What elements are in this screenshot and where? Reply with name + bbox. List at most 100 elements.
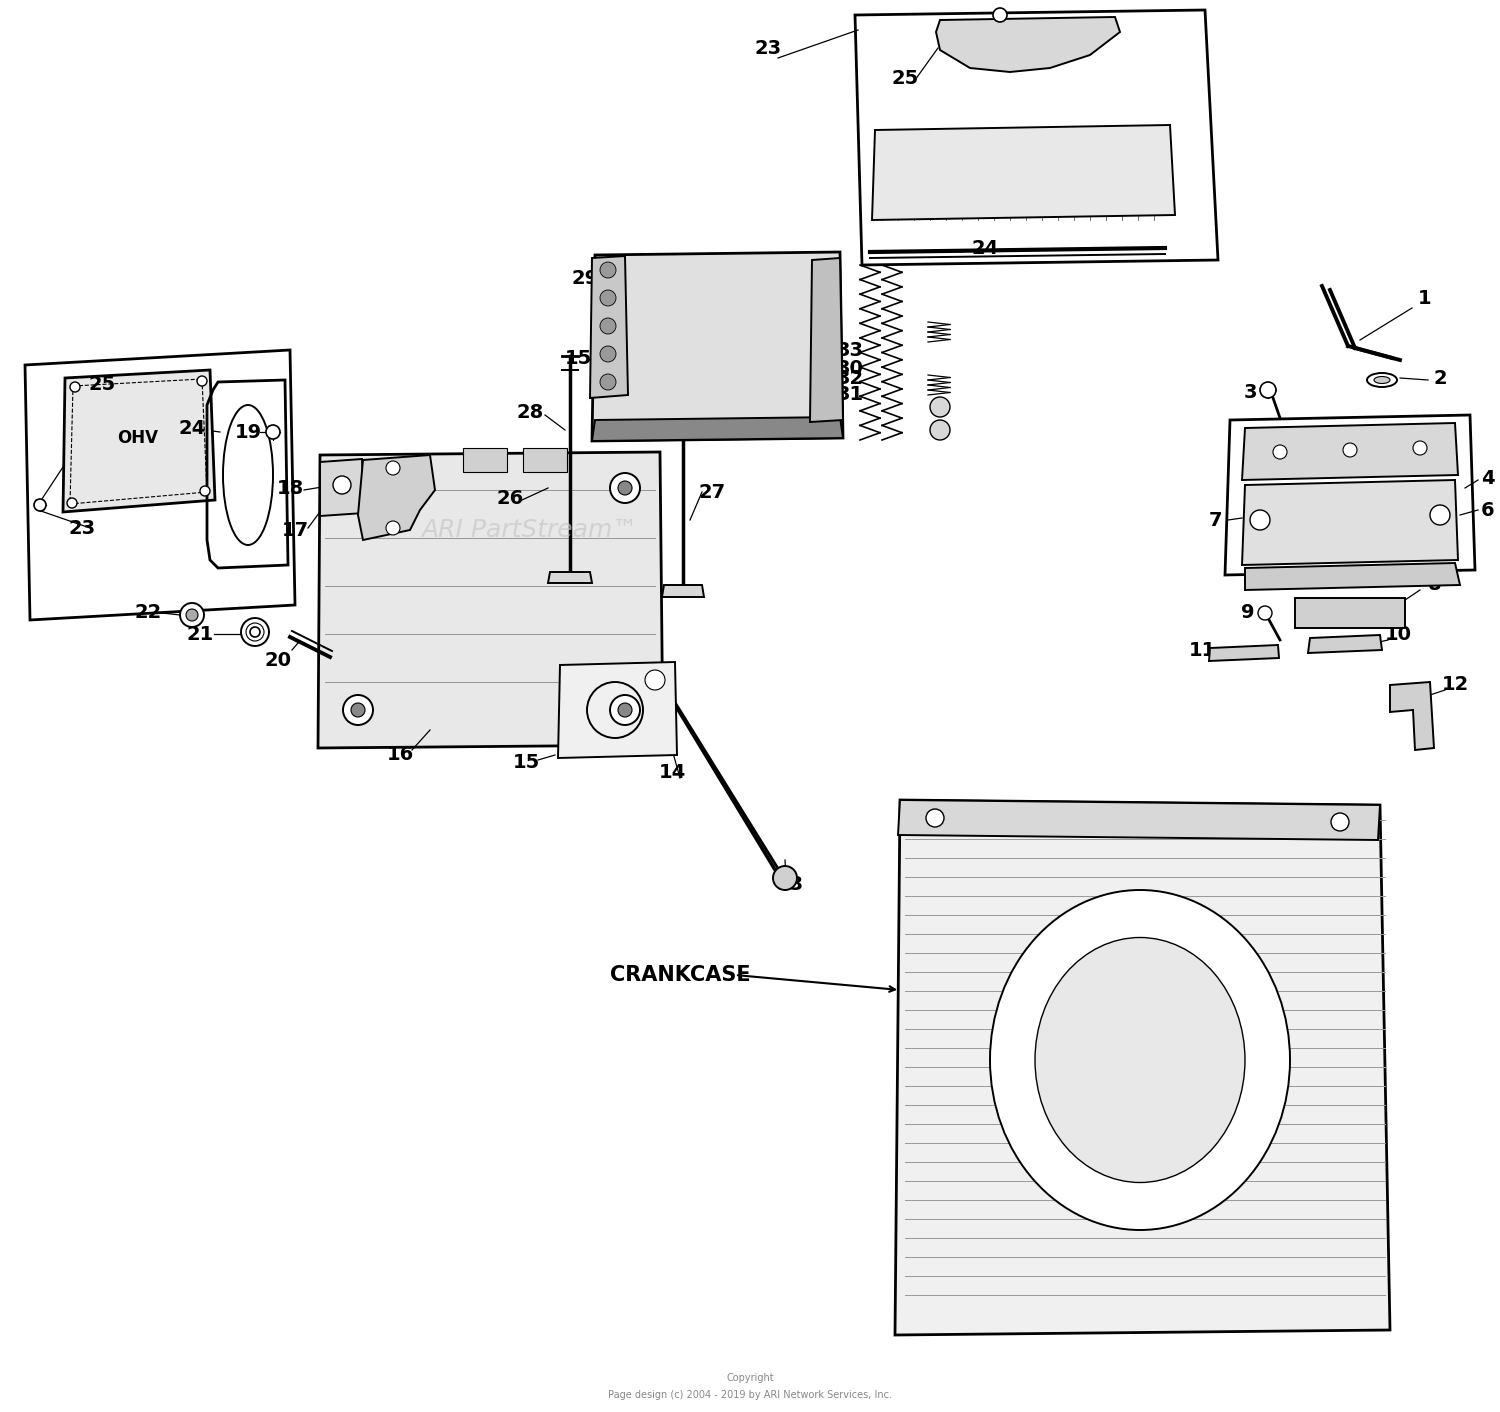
Text: 20: 20 bbox=[264, 651, 291, 669]
Circle shape bbox=[600, 263, 616, 278]
Circle shape bbox=[1260, 383, 1276, 398]
Text: 13: 13 bbox=[777, 875, 804, 894]
Text: 7: 7 bbox=[1209, 511, 1221, 530]
Text: 17: 17 bbox=[282, 521, 309, 539]
Circle shape bbox=[600, 318, 616, 335]
Text: 19: 19 bbox=[234, 422, 261, 442]
Text: 31: 31 bbox=[837, 385, 864, 404]
Bar bbox=[1294, 599, 1406, 628]
Ellipse shape bbox=[1366, 373, 1396, 387]
Text: 10: 10 bbox=[1384, 626, 1411, 644]
Circle shape bbox=[1330, 813, 1348, 832]
Text: 1: 1 bbox=[1418, 288, 1432, 308]
Circle shape bbox=[1258, 606, 1272, 620]
Polygon shape bbox=[871, 126, 1174, 220]
Text: 24: 24 bbox=[178, 418, 206, 438]
Text: 21: 21 bbox=[186, 626, 213, 644]
Bar bbox=[464, 448, 507, 472]
Text: 6: 6 bbox=[1480, 500, 1496, 520]
Circle shape bbox=[610, 473, 640, 503]
Polygon shape bbox=[896, 801, 1390, 1334]
Circle shape bbox=[200, 486, 210, 496]
Circle shape bbox=[266, 425, 280, 439]
Circle shape bbox=[930, 419, 950, 441]
Ellipse shape bbox=[1374, 377, 1390, 384]
Polygon shape bbox=[592, 251, 843, 441]
Text: 4: 4 bbox=[1480, 469, 1496, 487]
Circle shape bbox=[68, 498, 76, 508]
Circle shape bbox=[344, 474, 374, 505]
Circle shape bbox=[600, 289, 616, 306]
Text: 25: 25 bbox=[891, 69, 918, 88]
Text: 28: 28 bbox=[516, 402, 543, 422]
Text: 22: 22 bbox=[135, 603, 162, 623]
Text: 5: 5 bbox=[1372, 422, 1388, 442]
Circle shape bbox=[1430, 505, 1450, 525]
Polygon shape bbox=[558, 662, 676, 758]
Text: 23: 23 bbox=[754, 38, 782, 58]
Polygon shape bbox=[1242, 424, 1458, 480]
Circle shape bbox=[1342, 443, 1358, 457]
Text: Copyright: Copyright bbox=[726, 1372, 774, 1382]
Polygon shape bbox=[662, 585, 704, 597]
Text: 15: 15 bbox=[513, 754, 540, 772]
Circle shape bbox=[186, 609, 198, 621]
Circle shape bbox=[351, 483, 364, 497]
Circle shape bbox=[618, 703, 632, 717]
Polygon shape bbox=[936, 17, 1120, 72]
Polygon shape bbox=[318, 452, 663, 748]
Text: 27: 27 bbox=[699, 483, 726, 501]
Polygon shape bbox=[1245, 563, 1460, 590]
Text: 23: 23 bbox=[69, 518, 96, 538]
Text: CRANKCASE: CRANKCASE bbox=[609, 964, 750, 986]
Text: 29: 29 bbox=[572, 268, 598, 288]
Circle shape bbox=[386, 521, 400, 535]
Text: 9: 9 bbox=[1242, 603, 1254, 621]
Text: 3: 3 bbox=[1244, 383, 1257, 401]
Circle shape bbox=[351, 703, 364, 717]
Circle shape bbox=[618, 481, 632, 496]
Polygon shape bbox=[590, 256, 628, 398]
Text: ARI PartStream™: ARI PartStream™ bbox=[422, 518, 638, 542]
Circle shape bbox=[772, 866, 796, 890]
Text: 2: 2 bbox=[1432, 369, 1448, 387]
Polygon shape bbox=[1308, 635, 1382, 652]
Circle shape bbox=[1413, 441, 1426, 455]
Polygon shape bbox=[1390, 682, 1434, 750]
Circle shape bbox=[926, 809, 944, 827]
Circle shape bbox=[70, 383, 80, 393]
Text: 8: 8 bbox=[1428, 576, 1442, 594]
Circle shape bbox=[600, 346, 616, 361]
Text: 15: 15 bbox=[564, 349, 591, 367]
Circle shape bbox=[1250, 510, 1270, 530]
Text: 34: 34 bbox=[812, 305, 838, 325]
Text: 16: 16 bbox=[387, 746, 414, 764]
Text: 26: 26 bbox=[496, 489, 523, 507]
Text: 18: 18 bbox=[276, 479, 303, 497]
Text: 30: 30 bbox=[837, 359, 864, 377]
Text: 25: 25 bbox=[88, 376, 116, 394]
Circle shape bbox=[333, 476, 351, 494]
Text: OHV: OHV bbox=[117, 429, 159, 448]
Polygon shape bbox=[358, 455, 435, 539]
Circle shape bbox=[196, 376, 207, 385]
Text: 12: 12 bbox=[1442, 675, 1468, 695]
Circle shape bbox=[251, 627, 260, 637]
Circle shape bbox=[242, 618, 268, 647]
Ellipse shape bbox=[1035, 938, 1245, 1182]
Circle shape bbox=[600, 374, 616, 390]
Circle shape bbox=[180, 603, 204, 627]
Text: 11: 11 bbox=[1188, 641, 1215, 659]
Polygon shape bbox=[1242, 480, 1458, 565]
Circle shape bbox=[1274, 445, 1287, 459]
Polygon shape bbox=[898, 801, 1380, 840]
Polygon shape bbox=[63, 370, 214, 513]
Text: Page design (c) 2004 - 2019 by ARI Network Services, Inc.: Page design (c) 2004 - 2019 by ARI Netwo… bbox=[608, 1389, 892, 1401]
Text: 14: 14 bbox=[658, 762, 686, 781]
Bar bbox=[524, 448, 567, 472]
Polygon shape bbox=[1209, 645, 1280, 661]
Circle shape bbox=[386, 460, 400, 474]
Text: 33: 33 bbox=[837, 340, 864, 360]
Polygon shape bbox=[810, 258, 843, 422]
Circle shape bbox=[34, 498, 46, 511]
